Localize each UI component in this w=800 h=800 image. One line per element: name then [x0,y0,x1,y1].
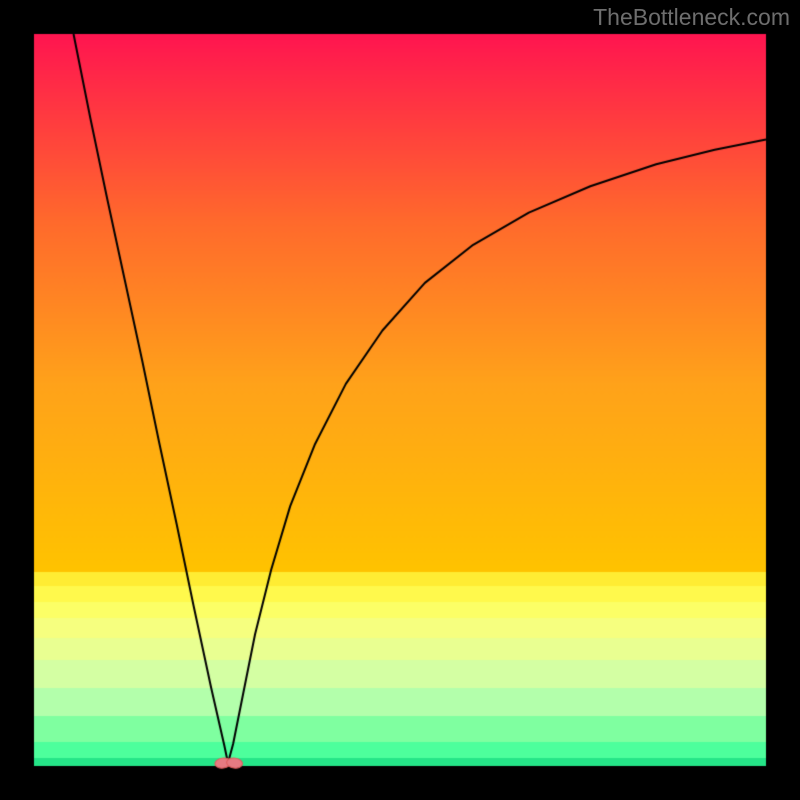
chart-canvas [0,0,800,800]
watermark-text: TheBottleneck.com [593,4,790,31]
chart-stage: TheBottleneck.com [0,0,800,800]
